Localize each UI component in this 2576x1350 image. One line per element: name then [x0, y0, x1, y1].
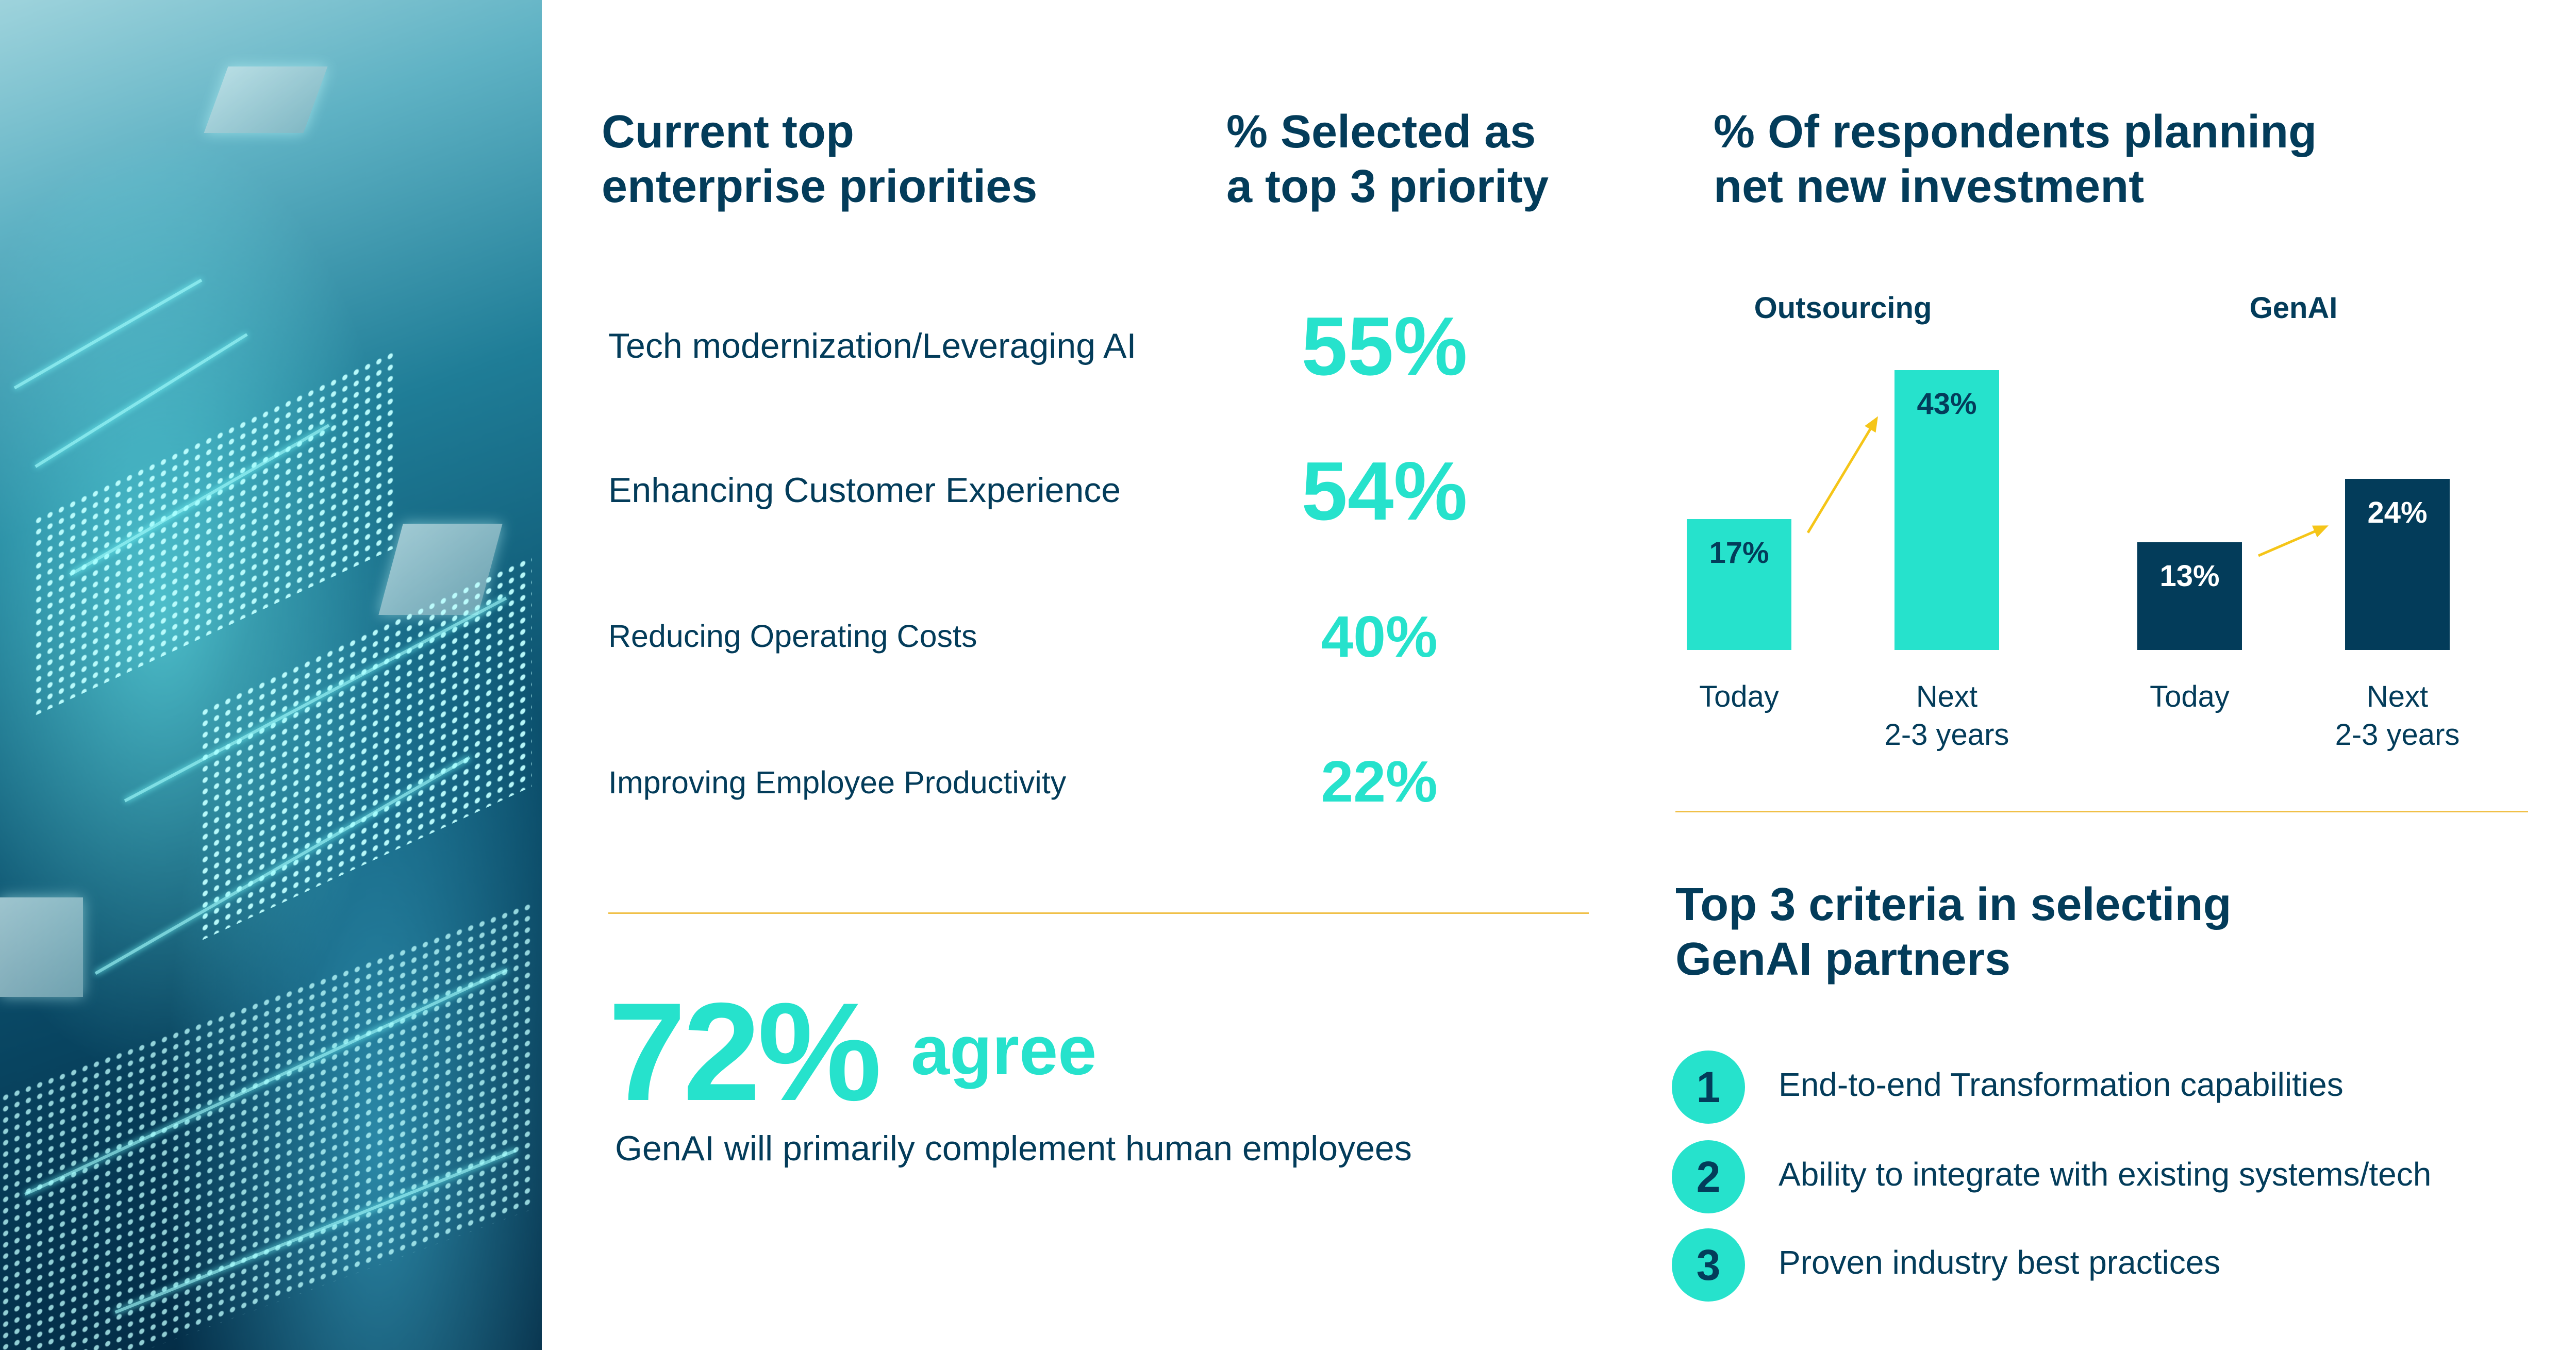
- heading-line: a top 3 priority: [1226, 161, 1549, 212]
- value-heading: % Selected as a top 3 priority: [1226, 105, 1549, 214]
- agree-percent: 72%: [608, 974, 882, 1130]
- priority-label: Tech modernization/Leveraging AI: [608, 326, 1137, 365]
- priority-label: Improving Employee Productivity: [608, 765, 1067, 800]
- priority-value: 40%: [1321, 604, 1438, 669]
- x-axis-label: Next 2-3 years: [2298, 678, 2497, 754]
- circuit-board-image: [0, 0, 542, 1350]
- x-axis-label-line: Next: [2366, 680, 2429, 713]
- criterion-text: Ability to integrate with existing syste…: [1779, 1156, 2432, 1193]
- criteria-heading: Top 3 criteria in selecting GenAI partne…: [1675, 877, 2232, 987]
- heading-line: Current top: [602, 106, 854, 158]
- chip-icon: [0, 897, 83, 997]
- priority-label: Reducing Operating Costs: [608, 619, 977, 654]
- investment-heading: % Of respondents planning net new invest…: [1714, 105, 2317, 214]
- bar-value-label: 24%: [2367, 496, 2428, 530]
- series-title: Outsourcing: [1754, 291, 1932, 325]
- trend-arrow-icon: [1806, 416, 1878, 534]
- bar: 17%: [1687, 519, 1791, 650]
- x-axis-label-line: 2-3 years: [1884, 718, 2009, 752]
- heading-line: % Of respondents planning: [1714, 106, 2317, 158]
- trend-arrow-icon: [2258, 525, 2329, 557]
- heading-line: Top 3 criteria in selecting: [1675, 879, 2232, 930]
- agree-word: agree: [911, 1011, 1097, 1089]
- divider: [1675, 811, 2528, 812]
- priority-value: 55%: [1301, 300, 1468, 393]
- priorities-heading: Current top enterprise priorities: [602, 105, 1037, 214]
- investment-chart: Outsourcing 17% Today 43% Next 2-3 years GenA…: [1639, 291, 2497, 754]
- x-axis-label-line: Today: [2150, 680, 2230, 713]
- heading-line: net new investment: [1714, 161, 2145, 212]
- bar-value-label: 13%: [2159, 559, 2220, 593]
- priority-label: Enhancing Customer Experience: [608, 471, 1121, 510]
- x-axis-label-line: Next: [1916, 680, 1978, 713]
- x-axis-label-line: 2-3 years: [2335, 718, 2460, 752]
- heading-line: % Selected as: [1226, 106, 1536, 158]
- series-title: GenAI: [2249, 291, 2338, 325]
- criterion-number-badge: 2: [1672, 1140, 1745, 1213]
- heading-line: GenAI partners: [1675, 934, 2011, 985]
- bar-value-label: 43%: [1917, 387, 1977, 421]
- criterion-number-badge: 3: [1672, 1228, 1745, 1302]
- criterion-number-badge: 1: [1672, 1051, 1745, 1124]
- priority-value: 54%: [1301, 445, 1468, 538]
- x-axis-label: Next 2-3 years: [1847, 678, 2047, 754]
- criterion-text: Proven industry best practices: [1779, 1244, 2221, 1281]
- x-axis-label-line: Today: [1699, 680, 1779, 713]
- agree-caption: GenAI will primarily complement human em…: [615, 1129, 1412, 1168]
- bar-value-label: 17%: [1709, 536, 1769, 570]
- criterion-text: End-to-end Transformation capabilities: [1779, 1066, 2344, 1103]
- bar: 24%: [2345, 479, 2450, 650]
- heading-line: enterprise priorities: [602, 161, 1038, 212]
- x-axis-label: Today: [1639, 678, 1839, 716]
- bar: 43%: [1894, 370, 1999, 650]
- divider: [608, 912, 1589, 914]
- x-axis-label: Today: [2090, 678, 2289, 716]
- bar: 13%: [2137, 542, 2242, 650]
- priority-value: 22%: [1321, 749, 1438, 814]
